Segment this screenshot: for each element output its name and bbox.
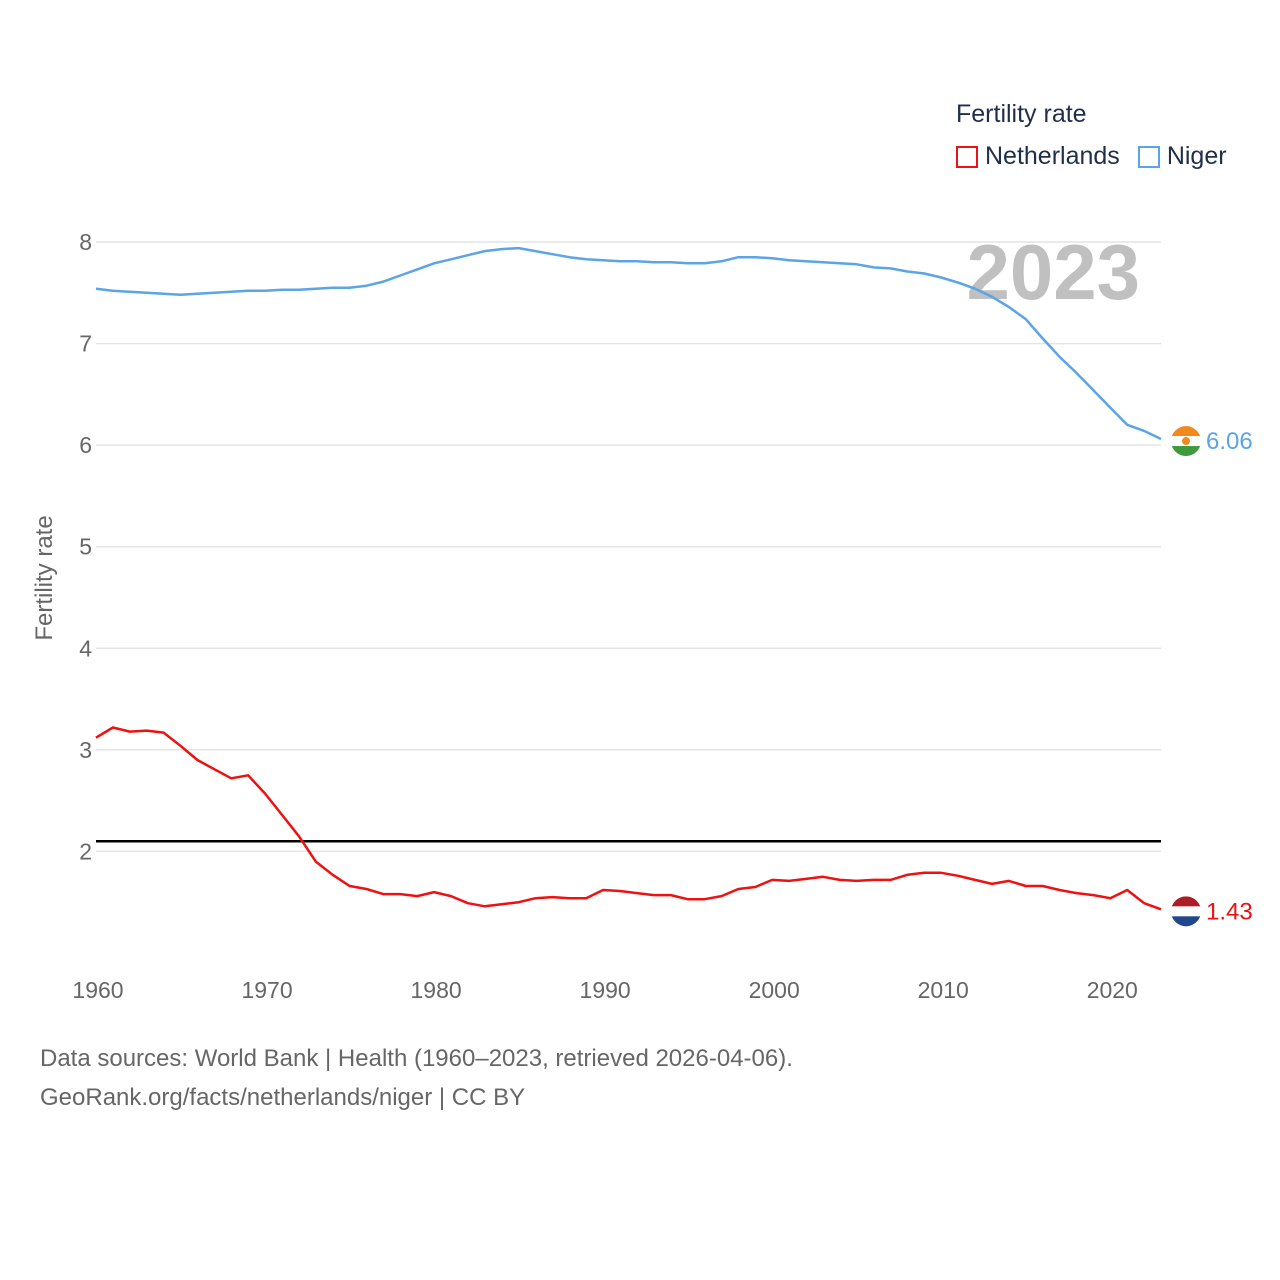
- line-niger: [95, 246, 1162, 441]
- legend-item-netherlands[interactable]: Netherlands: [956, 142, 1120, 171]
- y-tick-3: 3: [79, 737, 92, 763]
- y-tick-labels: 2 3 4 5 6 7 8: [79, 229, 92, 864]
- year-watermark: 2023: [966, 228, 1140, 316]
- series-end-labels: 1.43 6.06: [1171, 426, 1253, 927]
- y-tick-6: 6: [79, 432, 92, 458]
- x-tick-2010: 2010: [918, 977, 969, 1003]
- y-tick-2: 2: [79, 838, 92, 864]
- series-lines: [95, 246, 1162, 911]
- x-tick-1980: 1980: [411, 977, 462, 1003]
- flag-band: [1171, 896, 1201, 907]
- y-tick-8: 8: [79, 229, 92, 255]
- flag-netherlands-icon: [1171, 896, 1201, 927]
- legend: Netherlands Niger: [956, 142, 1245, 171]
- x-tick-1990: 1990: [580, 977, 631, 1003]
- y-tick-7: 7: [79, 331, 92, 357]
- legend-label-netherlands: Netherlands: [985, 142, 1120, 170]
- netherlands-swatch: [956, 145, 978, 168]
- footer-sources: Data sources: World Bank | Health (1960–…: [40, 1045, 793, 1072]
- x-tick-labels: 1960 1970 1980 1990 2000 2010 2020: [72, 977, 1137, 1003]
- legend-title: Fertility rate: [956, 100, 1087, 128]
- legend-label-niger: Niger: [1166, 142, 1227, 170]
- flag-band: [1171, 446, 1201, 457]
- y-tick-4: 4: [79, 635, 92, 661]
- gridlines: [96, 241, 1161, 853]
- line-netherlands: [95, 726, 1162, 911]
- x-tick-2000: 2000: [749, 977, 800, 1003]
- x-tick-1970: 1970: [241, 977, 292, 1003]
- end-label-netherlands: 1.43: [1206, 898, 1253, 925]
- legend-item-niger[interactable]: Niger: [1137, 142, 1227, 171]
- flag-niger-icon: [1171, 426, 1201, 457]
- flag-band: [1171, 906, 1201, 917]
- niger-swatch: [1137, 145, 1160, 168]
- y-axis-title: Fertility rate: [31, 515, 58, 640]
- end-label-niger: 6.06: [1206, 428, 1253, 455]
- x-tick-2020: 2020: [1087, 977, 1138, 1003]
- footer-attribution[interactable]: GeoRank.org/facts/netherlands/niger | CC…: [40, 1084, 526, 1111]
- y-tick-5: 5: [79, 534, 92, 560]
- flag-band: [1171, 426, 1201, 437]
- flag-emblem: [1182, 437, 1190, 446]
- flag-band: [1171, 916, 1201, 927]
- x-tick-1960: 1960: [72, 977, 123, 1003]
